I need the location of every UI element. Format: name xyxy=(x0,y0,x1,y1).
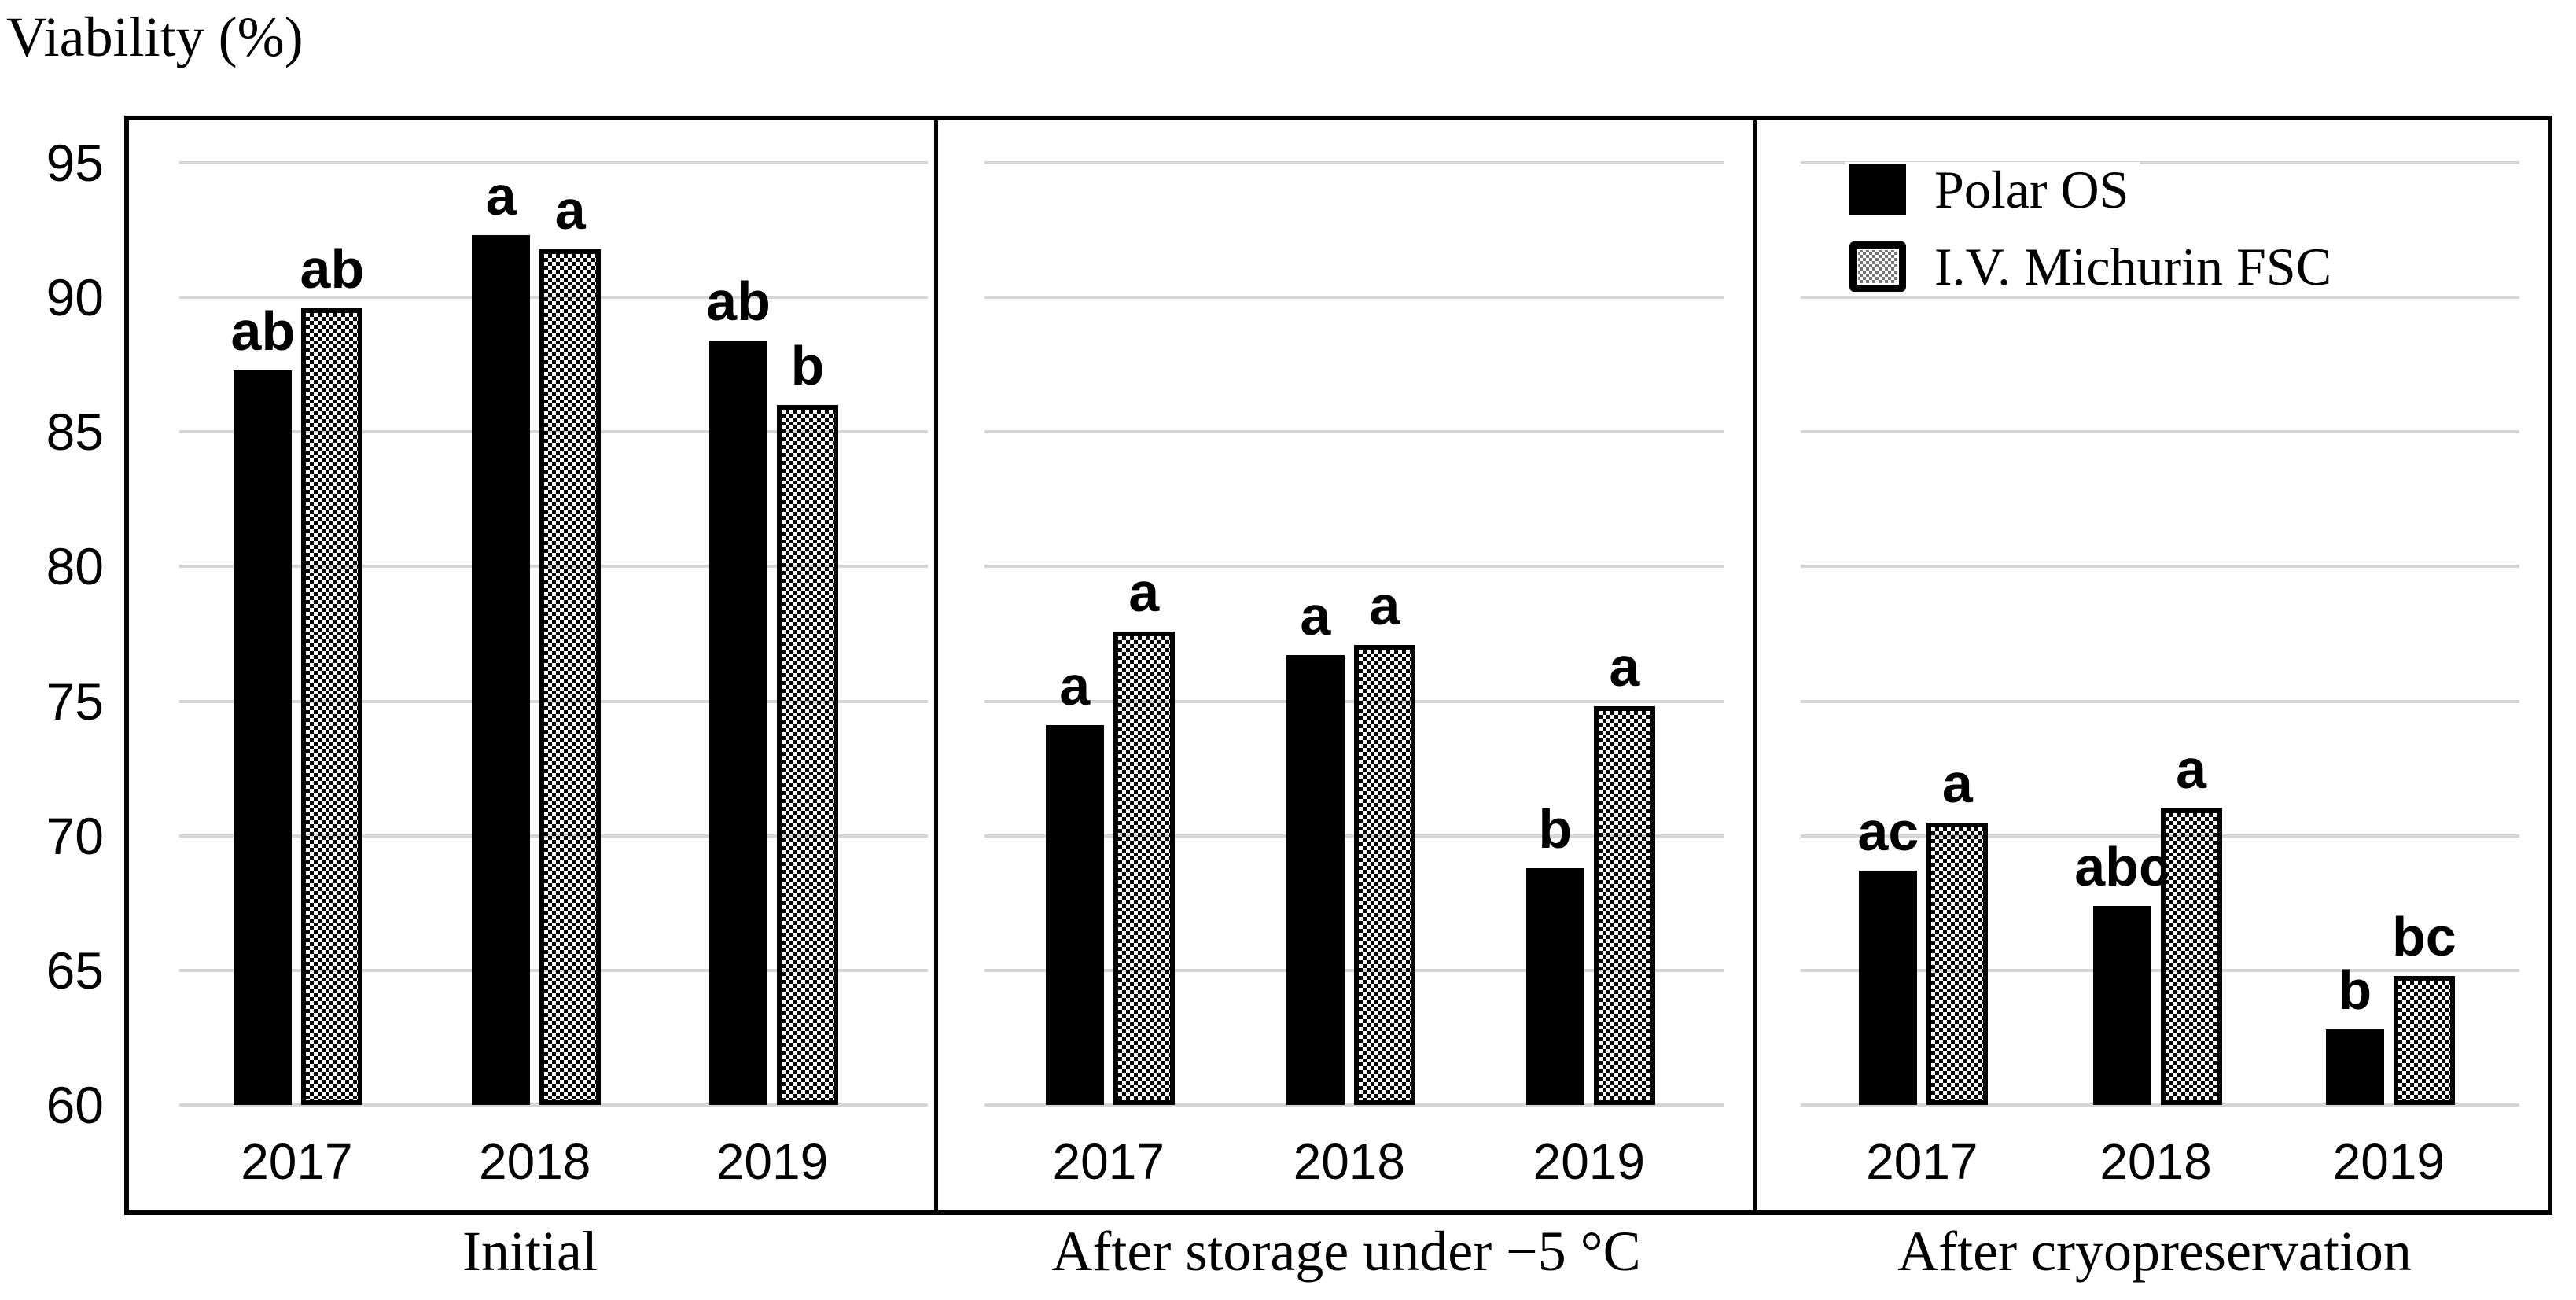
panel-title-after-cryopreservation: After cryopreservation xyxy=(1897,1220,2412,1283)
sig-letter-after-storage-under-5-c-i-v-michurin-fsc-2017: a xyxy=(1128,561,1160,623)
sig-letter-initial-polar-os-2018: a xyxy=(485,165,517,227)
year-label-after-cryopreservation-2017: 2017 xyxy=(1866,1133,1978,1190)
bar-after-storage-under-5-c-polar-os-2018 xyxy=(1286,655,1345,1105)
panel-separator-2 xyxy=(1753,116,1757,1215)
gridline-65 xyxy=(1801,968,2519,972)
gridline-85 xyxy=(1801,430,2519,434)
gridline-90 xyxy=(984,296,1724,300)
sig-letter-initial-i-v-michurin-fsc-2017: ab xyxy=(300,238,365,300)
sig-letter-after-cryopreservation-i-v-michurin-fsc-2019: bc xyxy=(2391,905,2456,967)
year-label-after-cryopreservation-2018: 2018 xyxy=(2099,1133,2212,1190)
sig-letter-after-cryopreservation-polar-os-2019: b xyxy=(2338,959,2372,1022)
sig-letter-after-storage-under-5-c-polar-os-2017: a xyxy=(1059,655,1091,717)
gridline-95 xyxy=(984,161,1724,164)
panel-title-after-storage: After storage under −5 °C xyxy=(1051,1220,1641,1283)
year-label-initial-2017: 2017 xyxy=(241,1133,353,1190)
sig-letter-after-storage-under-5-c-i-v-michurin-fsc-2018: a xyxy=(1369,574,1400,636)
legend-label-michurin-fsc: I.V. Michurin FSC xyxy=(1934,237,2332,296)
bar-after-storage-under-5-c-i-v-michurin-fsc-2017 xyxy=(1113,631,1175,1105)
y-tick-label-60: 60 xyxy=(46,1076,104,1134)
legend-label-polar-os: Polar OS xyxy=(1934,160,2129,219)
sig-letter-after-storage-under-5-c-i-v-michurin-fsc-2019: a xyxy=(1609,636,1640,698)
y-tick-label-70: 70 xyxy=(46,806,104,865)
sig-letter-initial-i-v-michurin-fsc-2019: b xyxy=(790,335,825,397)
gridline-70 xyxy=(1801,834,2519,838)
y-tick-label-65: 65 xyxy=(46,941,104,1000)
legend-item-polar-os: Polar OS xyxy=(1845,162,2140,217)
year-label-initial-2019: 2019 xyxy=(716,1133,829,1190)
bar-initial-polar-os-2018 xyxy=(472,235,531,1105)
bar-after-cryopreservation-polar-os-2017 xyxy=(1859,871,1918,1105)
sig-letter-initial-polar-os-2017: ab xyxy=(230,300,296,362)
y-tick-label-90: 90 xyxy=(46,268,104,327)
bar-after-storage-under-5-c-polar-os-2019 xyxy=(1525,867,1584,1105)
sig-letter-after-cryopreservation-polar-os-2017: ac xyxy=(1857,801,1919,863)
year-label-after-storage-under-5-c-2018: 2018 xyxy=(1293,1133,1405,1190)
sig-letter-initial-polar-os-2019: ab xyxy=(706,270,771,332)
legend-item-michurin-fsc: I.V. Michurin FSC xyxy=(1845,237,2343,296)
bar-initial-i-v-michurin-fsc-2017 xyxy=(301,308,363,1105)
y-tick-label-95: 95 xyxy=(46,134,104,192)
legend-swatch-dotted-icon xyxy=(1849,241,1906,292)
y-axis-title: Viability (%) xyxy=(6,6,304,68)
panel-separator-1 xyxy=(934,116,938,1215)
year-label-after-storage-under-5-c-2019: 2019 xyxy=(1533,1133,1645,1190)
bar-after-cryopreservation-i-v-michurin-fsc-2019 xyxy=(2393,975,2455,1105)
gridline-90 xyxy=(1801,296,2519,300)
sig-letter-after-cryopreservation-i-v-michurin-fsc-2017: a xyxy=(1941,752,1973,814)
legend-swatch-solid-icon xyxy=(1849,164,1906,215)
year-label-after-storage-under-5-c-2017: 2017 xyxy=(1052,1133,1165,1190)
bar-initial-i-v-michurin-fsc-2019 xyxy=(777,405,838,1105)
sig-letter-after-cryopreservation-polar-os-2018: abc xyxy=(2074,835,2169,897)
gridline-95 xyxy=(1801,161,2519,164)
gridline-60 xyxy=(1801,1103,2519,1107)
year-label-after-cryopreservation-2019: 2019 xyxy=(2332,1133,2445,1190)
bar-after-cryopreservation-polar-os-2018 xyxy=(2092,905,2151,1105)
gridline-95 xyxy=(179,161,928,164)
chart-border xyxy=(124,116,2552,1215)
panel-title-initial: Initial xyxy=(462,1220,598,1283)
gridline-80 xyxy=(1801,565,2519,569)
sig-letter-initial-i-v-michurin-fsc-2018: a xyxy=(554,179,586,241)
gridline-80 xyxy=(984,565,1724,569)
bar-after-storage-under-5-c-i-v-michurin-fsc-2019 xyxy=(1593,706,1655,1105)
gridline-60 xyxy=(984,1103,1724,1107)
sig-letter-after-storage-under-5-c-polar-os-2018: a xyxy=(1300,585,1331,647)
bar-initial-polar-os-2019 xyxy=(709,340,767,1105)
gridline-60 xyxy=(179,1103,928,1107)
bar-after-cryopreservation-i-v-michurin-fsc-2018 xyxy=(2160,808,2222,1105)
bar-after-storage-under-5-c-polar-os-2017 xyxy=(1045,725,1104,1105)
bar-after-cryopreservation-polar-os-2019 xyxy=(2325,1029,2384,1105)
sig-letter-after-cryopreservation-i-v-michurin-fsc-2018: a xyxy=(2176,738,2207,801)
bar-initial-i-v-michurin-fsc-2018 xyxy=(539,249,602,1105)
sig-letter-after-storage-under-5-c-polar-os-2019: b xyxy=(1538,797,1573,860)
y-tick-label-85: 85 xyxy=(46,403,104,462)
gridline-75 xyxy=(1801,699,2519,703)
bar-initial-polar-os-2017 xyxy=(234,370,293,1105)
y-tick-label-75: 75 xyxy=(46,672,104,731)
gridline-85 xyxy=(984,430,1724,434)
year-label-initial-2018: 2018 xyxy=(479,1133,591,1190)
bar-after-storage-under-5-c-i-v-michurin-fsc-2018 xyxy=(1353,644,1415,1105)
y-tick-label-80: 80 xyxy=(46,537,104,596)
bar-after-cryopreservation-i-v-michurin-fsc-2017 xyxy=(1926,822,1989,1105)
